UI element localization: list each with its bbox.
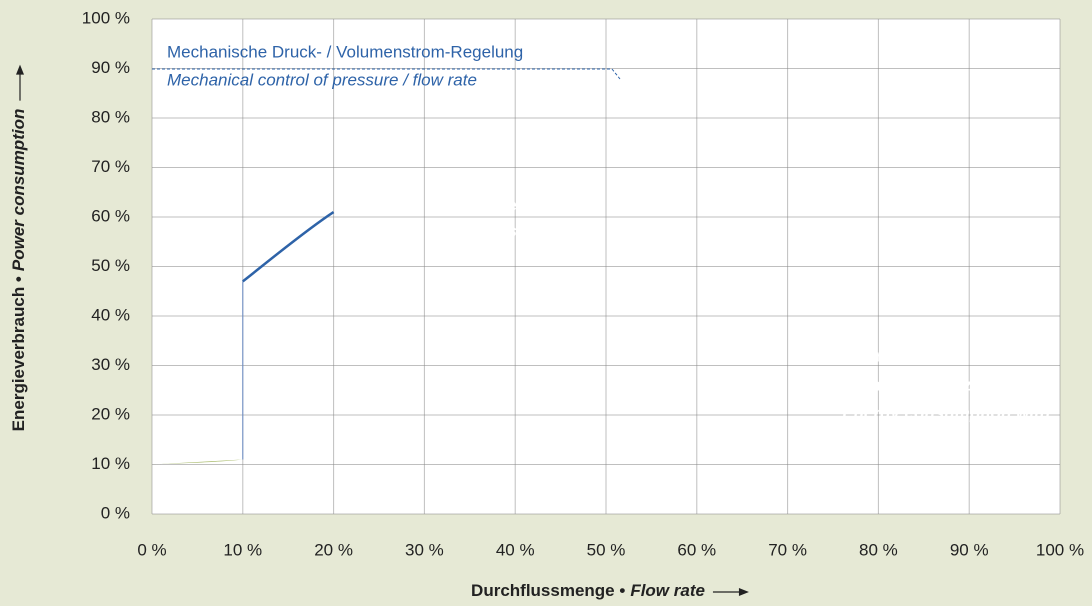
x-tick-label: 40 % — [496, 540, 535, 559]
x-tick-label: 70 % — [768, 540, 807, 559]
y-axis-label-part: Power consumption — [9, 109, 28, 271]
series-label: frequency converter — [887, 430, 1052, 449]
series-label: Mechanische Druck- / Volumenstrom-Regelu… — [167, 42, 523, 61]
x-tick-label: 20 % — [314, 540, 353, 559]
series-label: Energieverbrauch bei Regelung — [794, 346, 1050, 365]
y-tick-label: 70 % — [91, 157, 130, 176]
x-axis-label-part: Durchflussmenge • — [471, 581, 625, 600]
y-axis-label-part: Energieverbrauch • — [9, 276, 28, 431]
annotation: Energieeinsparung — [445, 195, 599, 214]
x-axis-label-part: Flow rate — [630, 581, 705, 600]
x-tick-label: 30 % — [405, 540, 444, 559]
x-tick-label: 100 % — [1036, 540, 1084, 559]
y-tick-label: 30 % — [91, 355, 130, 374]
y-tick-label: 80 % — [91, 107, 130, 126]
series-label: mit Frequenzumrichter — [866, 375, 1051, 394]
leader-line — [611, 68, 621, 80]
y-tick-label: 20 % — [91, 404, 130, 423]
frequency-area — [152, 459, 243, 465]
x-tick-label: 90 % — [950, 540, 989, 559]
y-tick-label: 90 % — [91, 58, 130, 77]
x-tick-label: 60 % — [677, 540, 716, 559]
x-axis-arrow-head — [738, 588, 749, 596]
x-tick-label: 80 % — [859, 540, 898, 559]
y-tick-label: 40 % — [91, 305, 130, 324]
y-tick-label: 100 % — [82, 8, 130, 27]
mechanical-line — [242, 211, 335, 283]
y-tick-label: 50 % — [91, 256, 130, 275]
y-tick-label: 60 % — [91, 206, 130, 225]
x-tick-label: 0 % — [137, 540, 166, 559]
y-axis-label-group: Energieverbrauch • Power consumption — [9, 64, 28, 432]
y-axis-label: Energieverbrauch • Power consumption — [9, 109, 28, 432]
annotation: Energy savings — [445, 221, 571, 240]
x-tick-label: 10 % — [223, 540, 262, 559]
y-tick-label: 10 % — [91, 454, 130, 473]
series-label: Mechanical control of pressure / flow ra… — [167, 70, 477, 89]
y-tick-label: 0 % — [101, 503, 130, 522]
x-tick-label: 50 % — [587, 540, 626, 559]
series-label: Energy consumption with — [842, 403, 1050, 422]
y-axis-arrow-head — [16, 64, 24, 75]
x-axis-label: Durchflussmenge • Flow rate — [471, 581, 705, 600]
